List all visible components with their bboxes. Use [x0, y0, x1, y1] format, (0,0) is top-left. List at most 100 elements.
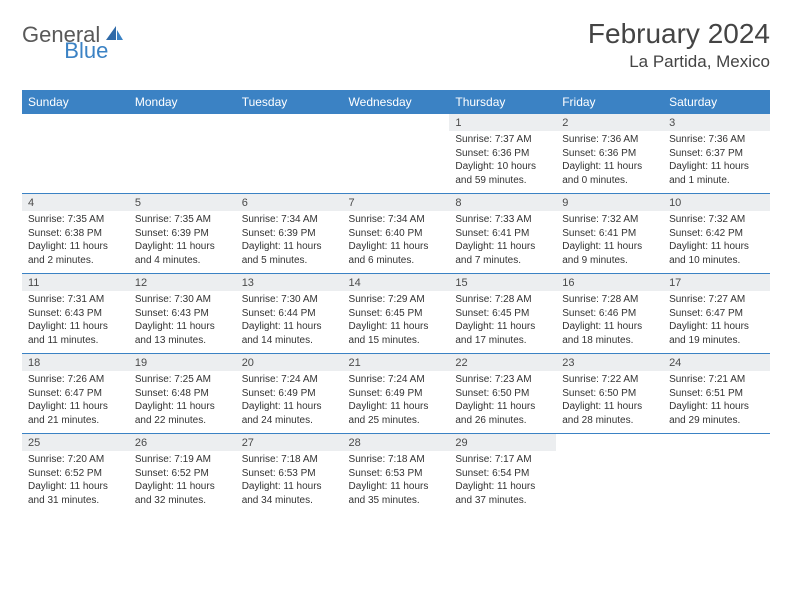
dayhead-thu: Thursday [449, 90, 556, 114]
sunrise-text: Sunrise: 7:20 AM [28, 453, 123, 467]
daylight-text: Daylight: 11 hours and 26 minutes. [455, 400, 550, 427]
daynum-row: 45678910 [22, 194, 770, 211]
day-number-cell: 2 [556, 114, 663, 131]
day-detail-cell: Sunrise: 7:36 AMSunset: 6:36 PMDaylight:… [556, 131, 663, 194]
calendar-table: Sunday Monday Tuesday Wednesday Thursday… [22, 90, 770, 513]
sunrise-text: Sunrise: 7:36 AM [669, 133, 764, 147]
sunset-text: Sunset: 6:39 PM [135, 227, 230, 241]
sunset-text: Sunset: 6:52 PM [135, 467, 230, 481]
daylight-text: Daylight: 11 hours and 25 minutes. [349, 400, 444, 427]
day-number-cell: 6 [236, 194, 343, 211]
day-number-cell: 15 [449, 274, 556, 291]
sunrise-text: Sunrise: 7:24 AM [349, 373, 444, 387]
sunrise-text: Sunrise: 7:34 AM [242, 213, 337, 227]
daylight-text: Daylight: 11 hours and 32 minutes. [135, 480, 230, 507]
day-number-cell: 11 [22, 274, 129, 291]
location-label: La Partida, Mexico [588, 52, 770, 72]
daylight-text: Daylight: 11 hours and 31 minutes. [28, 480, 123, 507]
daylight-text: Daylight: 11 hours and 22 minutes. [135, 400, 230, 427]
day-detail-cell: Sunrise: 7:34 AMSunset: 6:39 PMDaylight:… [236, 211, 343, 274]
sunrise-text: Sunrise: 7:17 AM [455, 453, 550, 467]
detail-row: Sunrise: 7:31 AMSunset: 6:43 PMDaylight:… [22, 291, 770, 354]
day-number-cell: 23 [556, 354, 663, 371]
daylight-text: Daylight: 11 hours and 14 minutes. [242, 320, 337, 347]
day-detail-cell: Sunrise: 7:24 AMSunset: 6:49 PMDaylight:… [343, 371, 450, 434]
dayhead-fri: Friday [556, 90, 663, 114]
dayhead-wed: Wednesday [343, 90, 450, 114]
sunrise-text: Sunrise: 7:24 AM [242, 373, 337, 387]
day-number-cell: 17 [663, 274, 770, 291]
sunrise-text: Sunrise: 7:28 AM [562, 293, 657, 307]
detail-row: Sunrise: 7:37 AMSunset: 6:36 PMDaylight:… [22, 131, 770, 194]
sunrise-text: Sunrise: 7:19 AM [135, 453, 230, 467]
header: General Blue February 2024 La Partida, M… [22, 18, 770, 72]
daylight-text: Daylight: 10 hours and 59 minutes. [455, 160, 550, 187]
sunset-text: Sunset: 6:39 PM [242, 227, 337, 241]
sunrise-text: Sunrise: 7:28 AM [455, 293, 550, 307]
day-number-cell: 3 [663, 114, 770, 131]
daylight-text: Daylight: 11 hours and 37 minutes. [455, 480, 550, 507]
day-detail-cell: Sunrise: 7:17 AMSunset: 6:54 PMDaylight:… [449, 451, 556, 513]
sunset-text: Sunset: 6:53 PM [349, 467, 444, 481]
sunset-text: Sunset: 6:43 PM [135, 307, 230, 321]
sunrise-text: Sunrise: 7:30 AM [242, 293, 337, 307]
sunset-text: Sunset: 6:49 PM [242, 387, 337, 401]
sunset-text: Sunset: 6:50 PM [562, 387, 657, 401]
day-detail-cell: Sunrise: 7:18 AMSunset: 6:53 PMDaylight:… [236, 451, 343, 513]
page-title: February 2024 [588, 18, 770, 50]
daylight-text: Daylight: 11 hours and 28 minutes. [562, 400, 657, 427]
sunset-text: Sunset: 6:51 PM [669, 387, 764, 401]
day-detail-cell [343, 131, 450, 194]
day-detail-cell [556, 451, 663, 513]
day-detail-cell: Sunrise: 7:31 AMSunset: 6:43 PMDaylight:… [22, 291, 129, 354]
sunrise-text: Sunrise: 7:23 AM [455, 373, 550, 387]
daynum-row: 2526272829 [22, 434, 770, 451]
day-number-cell [556, 434, 663, 451]
sunrise-text: Sunrise: 7:37 AM [455, 133, 550, 147]
day-number-cell: 12 [129, 274, 236, 291]
day-detail-cell [663, 451, 770, 513]
daylight-text: Daylight: 11 hours and 6 minutes. [349, 240, 444, 267]
sunset-text: Sunset: 6:53 PM [242, 467, 337, 481]
day-detail-cell: Sunrise: 7:34 AMSunset: 6:40 PMDaylight:… [343, 211, 450, 274]
sunset-text: Sunset: 6:50 PM [455, 387, 550, 401]
sunset-text: Sunset: 6:47 PM [28, 387, 123, 401]
day-number-cell: 27 [236, 434, 343, 451]
day-number-cell: 4 [22, 194, 129, 211]
day-number-cell: 20 [236, 354, 343, 371]
day-number-cell [22, 114, 129, 131]
day-detail-cell: Sunrise: 7:28 AMSunset: 6:46 PMDaylight:… [556, 291, 663, 354]
daylight-text: Daylight: 11 hours and 35 minutes. [349, 480, 444, 507]
day-detail-cell: Sunrise: 7:36 AMSunset: 6:37 PMDaylight:… [663, 131, 770, 194]
sunset-text: Sunset: 6:44 PM [242, 307, 337, 321]
day-detail-cell: Sunrise: 7:26 AMSunset: 6:47 PMDaylight:… [22, 371, 129, 434]
day-number-cell: 8 [449, 194, 556, 211]
sunset-text: Sunset: 6:48 PM [135, 387, 230, 401]
daylight-text: Daylight: 11 hours and 24 minutes. [242, 400, 337, 427]
day-detail-cell: Sunrise: 7:30 AMSunset: 6:44 PMDaylight:… [236, 291, 343, 354]
daylight-text: Daylight: 11 hours and 4 minutes. [135, 240, 230, 267]
sunset-text: Sunset: 6:47 PM [669, 307, 764, 321]
daylight-text: Daylight: 11 hours and 15 minutes. [349, 320, 444, 347]
daylight-text: Daylight: 11 hours and 29 minutes. [669, 400, 764, 427]
sunrise-text: Sunrise: 7:33 AM [455, 213, 550, 227]
day-detail-cell: Sunrise: 7:24 AMSunset: 6:49 PMDaylight:… [236, 371, 343, 434]
sunset-text: Sunset: 6:37 PM [669, 147, 764, 161]
day-number-cell: 1 [449, 114, 556, 131]
sunrise-text: Sunrise: 7:18 AM [242, 453, 337, 467]
sunrise-text: Sunrise: 7:35 AM [28, 213, 123, 227]
day-detail-cell: Sunrise: 7:27 AMSunset: 6:47 PMDaylight:… [663, 291, 770, 354]
day-number-cell: 24 [663, 354, 770, 371]
sunset-text: Sunset: 6:41 PM [562, 227, 657, 241]
day-number-cell: 18 [22, 354, 129, 371]
day-detail-cell: Sunrise: 7:33 AMSunset: 6:41 PMDaylight:… [449, 211, 556, 274]
sunrise-text: Sunrise: 7:35 AM [135, 213, 230, 227]
sunset-text: Sunset: 6:40 PM [349, 227, 444, 241]
sunset-text: Sunset: 6:41 PM [455, 227, 550, 241]
daylight-text: Daylight: 11 hours and 19 minutes. [669, 320, 764, 347]
daylight-text: Daylight: 11 hours and 9 minutes. [562, 240, 657, 267]
day-detail-cell: Sunrise: 7:32 AMSunset: 6:42 PMDaylight:… [663, 211, 770, 274]
detail-row: Sunrise: 7:20 AMSunset: 6:52 PMDaylight:… [22, 451, 770, 513]
sunset-text: Sunset: 6:49 PM [349, 387, 444, 401]
sunset-text: Sunset: 6:45 PM [349, 307, 444, 321]
